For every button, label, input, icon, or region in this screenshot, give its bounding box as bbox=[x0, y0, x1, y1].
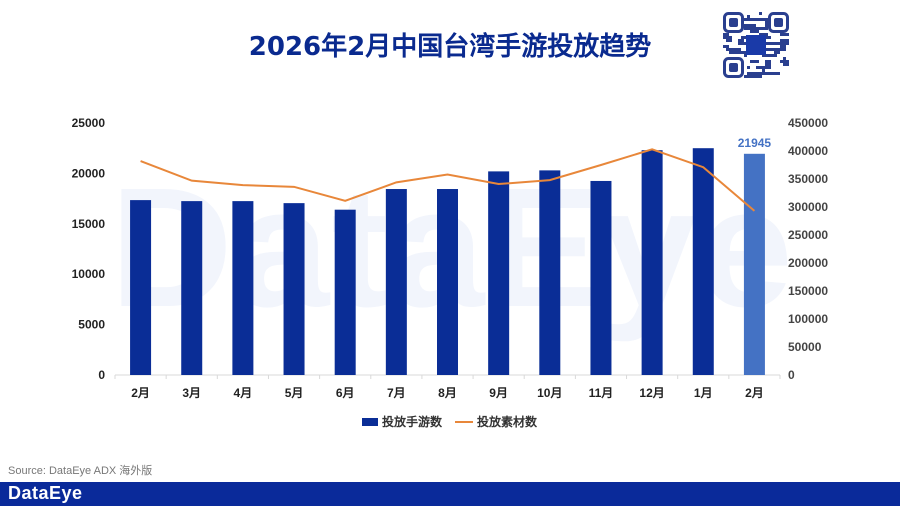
bar bbox=[641, 150, 663, 375]
y-right-tick-label: 250000 bbox=[788, 228, 828, 242]
x-tick-label: 11月 bbox=[589, 386, 614, 400]
chart-title: 2026年2月中国台湾手游投放趋势 bbox=[248, 32, 652, 62]
bar bbox=[488, 171, 510, 375]
bar bbox=[692, 148, 714, 375]
bar bbox=[232, 201, 254, 375]
y-left-tick-label: 15000 bbox=[72, 217, 106, 231]
x-tick-label: 2月 bbox=[131, 386, 150, 400]
y-left-tick-label: 10000 bbox=[72, 267, 106, 281]
x-tick-label: 2月 bbox=[745, 386, 764, 400]
bar bbox=[181, 201, 203, 375]
y-left-tick-label: 25000 bbox=[72, 116, 106, 130]
legend-bar-label: 投放手游数 bbox=[382, 414, 443, 429]
chart: 0500010000150002000025000050000100000150… bbox=[72, 116, 829, 429]
source-note: Source: DataEye ADX 海外版 bbox=[8, 465, 153, 477]
y-right-tick-label: 450000 bbox=[788, 116, 828, 130]
legend-bar-swatch bbox=[362, 418, 378, 426]
dataeye-logo: DataEye bbox=[8, 483, 83, 503]
bar bbox=[334, 209, 356, 375]
x-tick-label: 5月 bbox=[285, 386, 304, 400]
x-tick-label: 12月 bbox=[639, 386, 664, 400]
bar bbox=[385, 189, 407, 375]
x-tick-label: 6月 bbox=[336, 386, 355, 400]
legend-line-label: 投放素材数 bbox=[477, 414, 538, 429]
x-tick-label: 4月 bbox=[234, 386, 253, 400]
x-tick-label: 3月 bbox=[182, 386, 201, 400]
bar bbox=[590, 180, 612, 375]
y-right-tick-label: 400000 bbox=[788, 144, 828, 158]
bar bbox=[539, 170, 561, 375]
x-tick-label: 10月 bbox=[537, 386, 562, 400]
y-right-tick-label: 150000 bbox=[788, 284, 828, 298]
y-right-tick-label: 350000 bbox=[788, 172, 828, 186]
y-left-tick-label: 0 bbox=[98, 368, 105, 382]
bar bbox=[130, 200, 152, 375]
bar bbox=[743, 153, 765, 375]
bar bbox=[283, 203, 305, 375]
data-label: 21945 bbox=[738, 136, 772, 150]
y-right-tick-label: 100000 bbox=[788, 312, 828, 326]
y-right-tick-label: 50000 bbox=[788, 340, 822, 354]
x-tick-label: 7月 bbox=[387, 386, 406, 400]
y-right-tick-label: 300000 bbox=[788, 200, 828, 214]
x-tick-label: 1月 bbox=[694, 386, 713, 400]
y-right-tick-label: 200000 bbox=[788, 256, 828, 270]
y-left-tick-label: 20000 bbox=[72, 166, 106, 180]
y-left-tick-label: 5000 bbox=[78, 318, 105, 332]
bar bbox=[437, 189, 458, 375]
qr-code-icon bbox=[723, 12, 789, 78]
x-tick-label: 8月 bbox=[438, 386, 457, 400]
x-tick-label: 9月 bbox=[489, 386, 508, 400]
y-right-tick-label: 0 bbox=[788, 368, 795, 382]
footer-bar: DataEye bbox=[0, 482, 900, 506]
